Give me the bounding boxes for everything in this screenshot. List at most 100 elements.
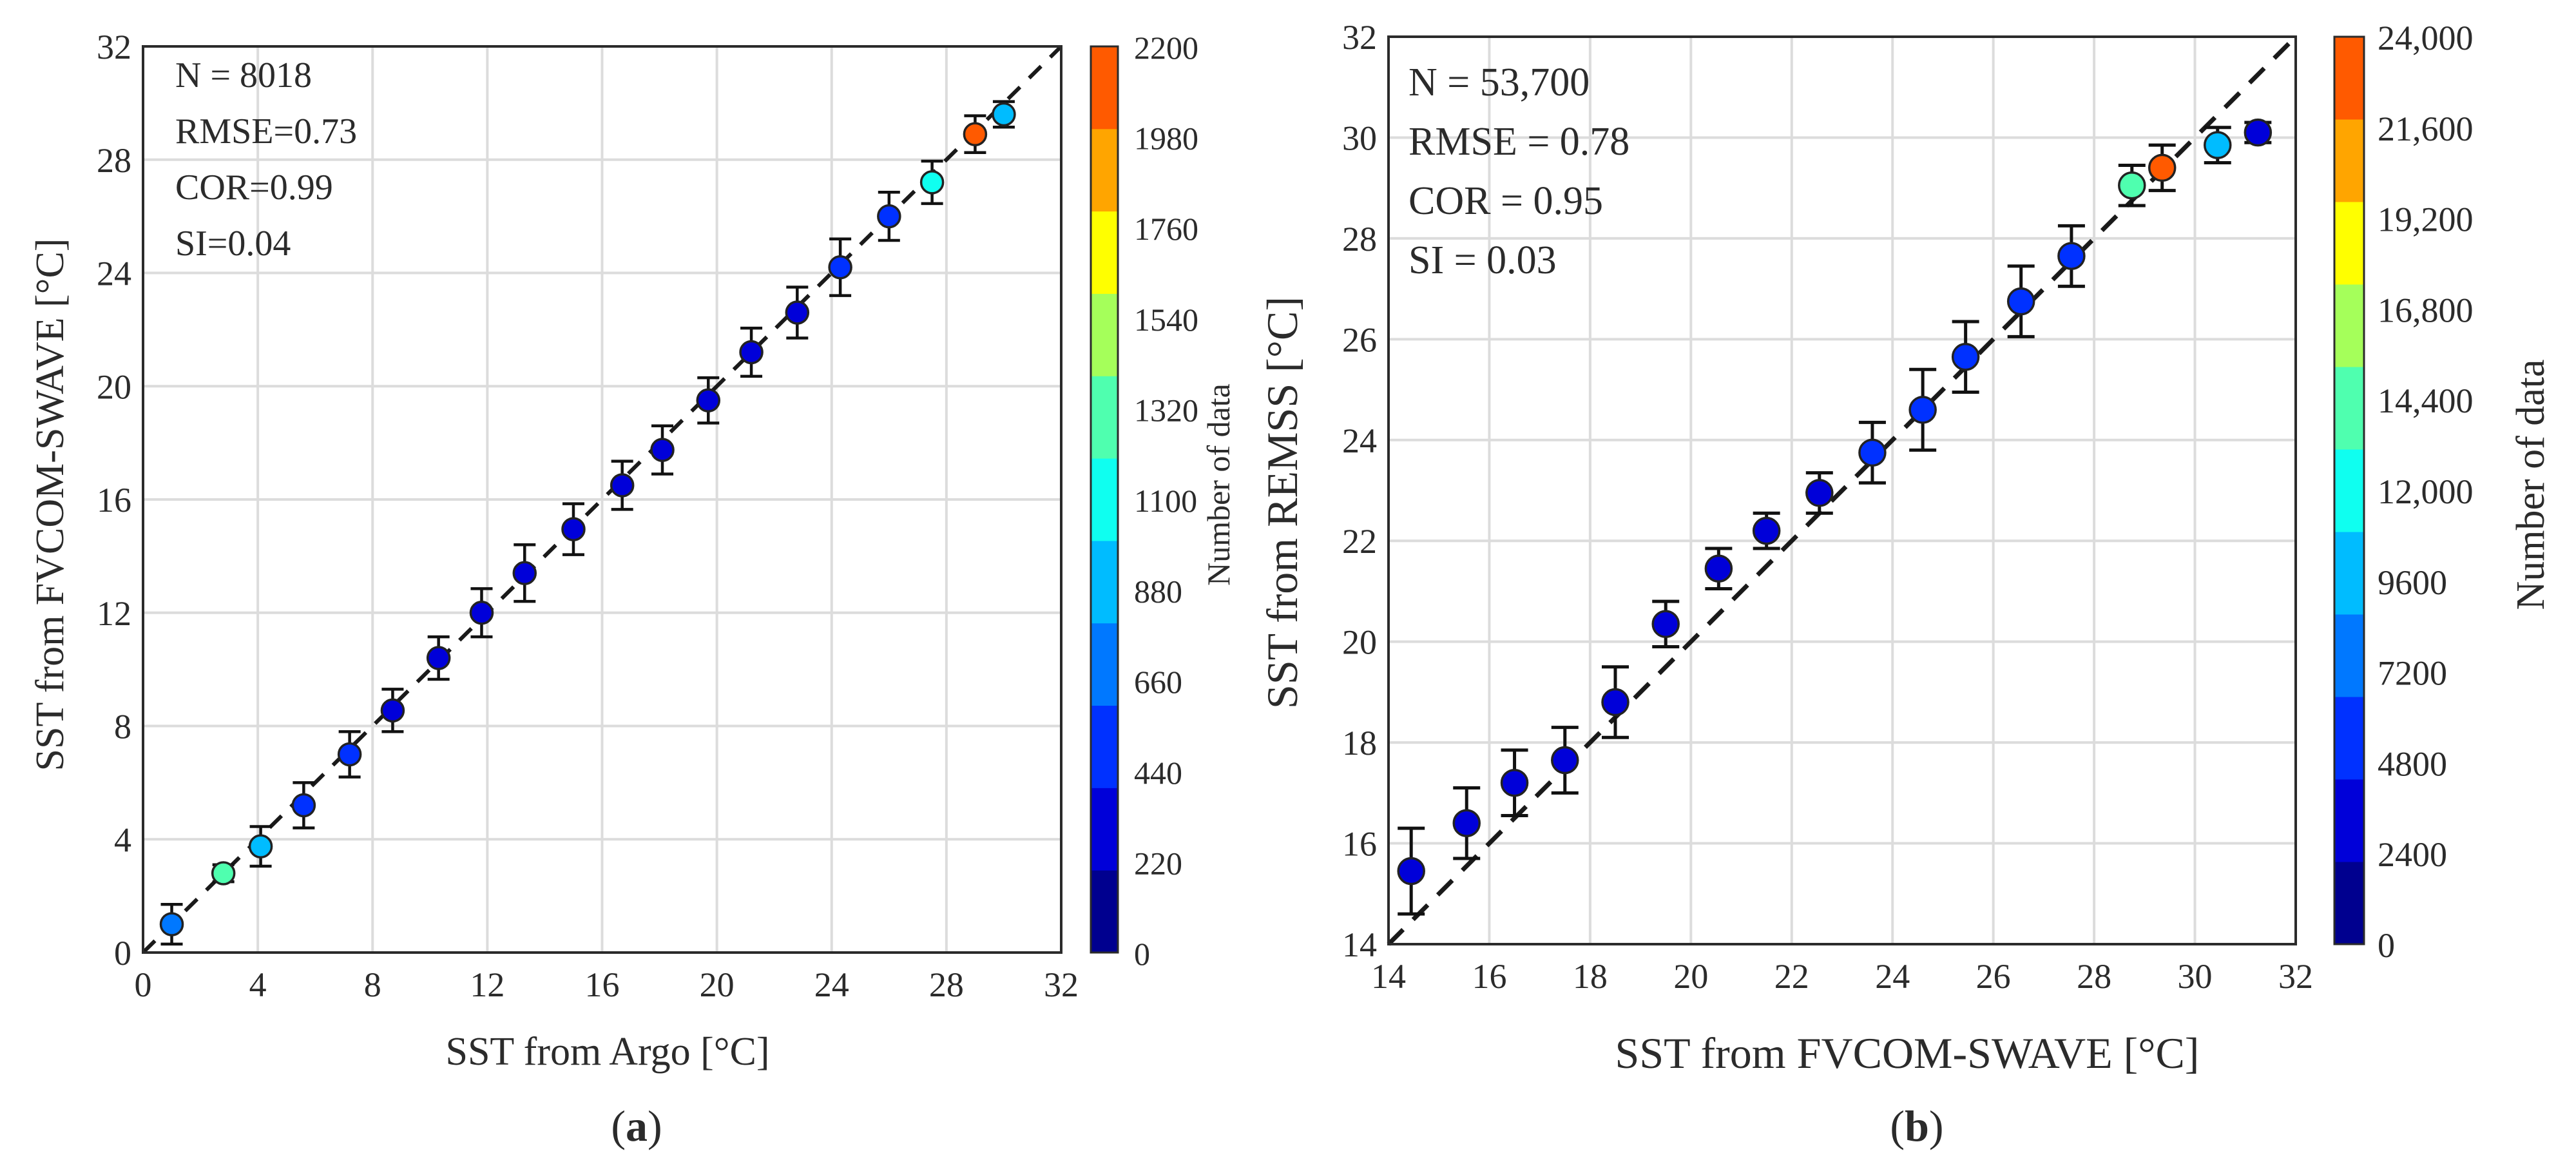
panel-b-colorbar-label: Number of data (2509, 359, 2553, 610)
panel-a-y-tick: 8 (114, 708, 131, 746)
panel-b-colorbar-segment (2334, 449, 2364, 532)
panel-a-stats-box: N = 8018 RMSE=0.73 COR=0.99 SI=0.04 (175, 55, 357, 264)
panel-b-colorbar-tick: 16,800 (2378, 291, 2474, 329)
panel-b-marker (2118, 171, 2146, 200)
panel-b-colorbar-tick: 9600 (2378, 563, 2447, 602)
panel-b-colorbar-segment (2334, 779, 2364, 862)
panel-b-data-point (2118, 163, 2146, 208)
panel-b: 14 16 18 20 22 24 26 28 30 32 14 16 18 2… (1258, 18, 2553, 1150)
panel-b-data-point (1951, 320, 1980, 394)
panel-a-marker (380, 698, 405, 723)
panel-a-colorbar-frame (1090, 45, 1119, 954)
panel-a-marker (963, 122, 988, 146)
panel-b-x-tick: 32 (2278, 957, 2313, 996)
panel-a-data-point (696, 376, 721, 425)
panel-a-colorbar-tick: 0 (1134, 936, 1150, 972)
panel-b-data-point (1397, 826, 1425, 916)
panel-b-y-ticks: 14 16 18 20 22 24 26 28 30 32 (1342, 18, 1377, 964)
panel-a-data-point (877, 191, 901, 242)
panel-a-colorbar-tick: 880 (1134, 574, 1182, 610)
panel-a-marker (159, 912, 184, 936)
panel-b-y-tick: 26 (1342, 320, 1377, 359)
panel-a-colorbar-segment (1091, 623, 1118, 706)
panel-b-colorbar-tick: 24,000 (2378, 19, 2474, 57)
panel-a-x-tick: 28 (929, 965, 964, 1004)
panel-b-caption-letter: b (1905, 1101, 1929, 1150)
panel-a-stat-rmse: RMSE=0.73 (175, 111, 357, 151)
panel-a-points (159, 100, 1016, 946)
panel-a-y-tick: 24 (97, 255, 131, 293)
panel-a-marker (650, 438, 675, 462)
panel-a-data-point (211, 861, 236, 886)
panel-a-x-tick: 8 (364, 965, 381, 1004)
panel-a-colorbar-tick: 440 (1134, 755, 1182, 791)
panel-a-caption-letter: a (626, 1101, 648, 1150)
panel-b-marker (1601, 688, 1629, 717)
panel-a-data-point (380, 688, 405, 733)
panel-a-marker (337, 742, 362, 767)
panel-b-stat-si: SI = 0.03 (1408, 238, 1557, 282)
panel-a-data-point (919, 159, 945, 206)
panel-b-y-tick: 16 (1342, 825, 1377, 864)
panel-a-marker (248, 834, 273, 858)
panel-a-data-point (159, 903, 184, 946)
panel-a-y-axis-label: SST from FVCOM-SWAVE [°C] (28, 238, 72, 771)
panel-b-marker (1951, 342, 1980, 371)
panel-b-one-to-one-line (1387, 35, 2298, 946)
panel-b-data-point (1752, 511, 1781, 550)
panel-a-data-point (785, 286, 810, 340)
panel-b-stats-box: N = 53,700 RMSE = 0.78 COR = 0.95 SI = 0… (1408, 61, 1629, 282)
panel-b-y-tick: 18 (1342, 724, 1377, 762)
panel-a-y-tick: 4 (114, 820, 131, 859)
panel-a-colorbar-label: Number of data (1200, 383, 1236, 586)
panel-a-x-axis-label: SST from Argo [°C] (445, 1030, 769, 1074)
panel-b-y-tick: 28 (1342, 220, 1377, 258)
panel-a-marker (211, 861, 236, 886)
panel-a-y-tick: 20 (97, 367, 131, 406)
panel-a-marker (785, 300, 810, 325)
panel-a-x-tick: 24 (814, 965, 849, 1004)
panel-a-marker (828, 255, 852, 280)
panel-b-x-tick: 22 (1774, 957, 1809, 996)
panel-b-data-point (2057, 224, 2086, 288)
panel-b-data-point (1551, 726, 1579, 795)
panel-b-marker (2204, 131, 2232, 159)
panel-b-y-tick: 14 (1342, 925, 1377, 964)
panel-b-data-point (1704, 547, 1733, 591)
panel-b-stat-n: N = 53,700 (1408, 61, 1590, 104)
panel-b-colorbar-segment (2334, 862, 2364, 945)
panel-a-stat-si: SI=0.04 (175, 224, 291, 264)
panel-a-y-tick: 16 (97, 481, 131, 519)
panel-b-x-tick: 18 (1573, 957, 1608, 996)
panel-b-colorbar-tick: 4800 (2378, 744, 2447, 783)
panel-a-data-point (963, 114, 988, 155)
panel-a-colorbar-segment (1091, 788, 1118, 871)
panel-b-marker (1805, 479, 1834, 507)
panel-b-data-point (1805, 471, 1834, 515)
panel-b-colorbar-ticks: 0 2400 4800 7200 9600 12,000 14,400 16,8… (2378, 19, 2474, 965)
panel-b-colorbar-tick: 19,200 (2378, 200, 2474, 239)
panel-b-data-point (2006, 264, 2035, 338)
panel-a-colorbar-tick: 1760 (1134, 211, 1198, 247)
panel-b-colorbar-tick: 7200 (2378, 654, 2447, 693)
panel-a-data-point (561, 502, 586, 556)
panel-a-x-tick: 0 (135, 965, 152, 1004)
panel-b-colorbar-segment (2334, 37, 2364, 120)
panel-b-marker (1500, 768, 1529, 797)
panel-b-marker (2006, 287, 2035, 316)
panel-b-y-tick: 32 (1342, 18, 1377, 57)
panel-a-colorbar-segment (1091, 870, 1118, 953)
panel-a-colorbar-tick: 1320 (1134, 392, 1198, 428)
panel-b-data-point (1651, 599, 1680, 648)
panel-a-data-point (828, 237, 852, 297)
panel-b-x-tick: 26 (1976, 957, 2011, 996)
panel-b-marker (1397, 857, 1425, 886)
panel-a-marker (561, 517, 586, 541)
panel-a-plot-frame (142, 45, 1062, 954)
panel-a-stat-cor: COR=0.99 (175, 168, 333, 208)
panel-a-marker (696, 388, 721, 412)
panel-a-data-point (512, 543, 537, 603)
panel-a-data-point (739, 326, 764, 378)
panel-b-marker (1908, 396, 1937, 424)
panel-b-y-tick: 22 (1342, 522, 1377, 561)
